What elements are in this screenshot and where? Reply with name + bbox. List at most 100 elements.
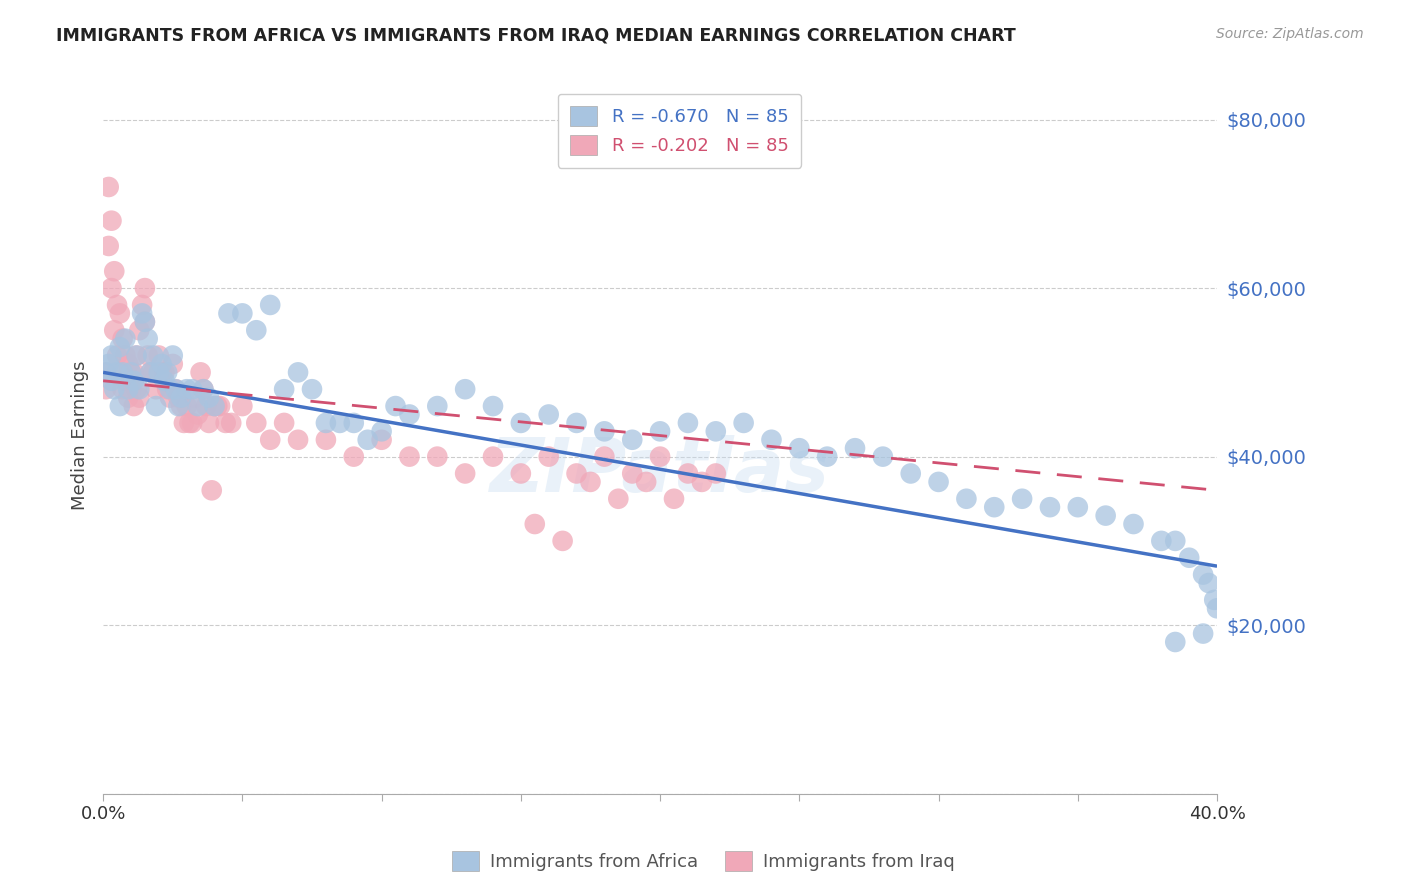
Point bbox=[181, 416, 204, 430]
Point bbox=[426, 450, 449, 464]
Point bbox=[636, 475, 658, 489]
Point bbox=[122, 365, 145, 379]
Point bbox=[454, 382, 477, 396]
Point bbox=[509, 416, 531, 430]
Point bbox=[173, 416, 195, 430]
Point bbox=[900, 467, 922, 481]
Point bbox=[170, 399, 193, 413]
Point bbox=[108, 365, 131, 379]
Point bbox=[181, 382, 204, 396]
Text: IMMIGRANTS FROM AFRICA VS IMMIGRANTS FROM IRAQ MEDIAN EARNINGS CORRELATION CHART: IMMIGRANTS FROM AFRICA VS IMMIGRANTS FRO… bbox=[56, 27, 1017, 45]
Point bbox=[482, 399, 505, 413]
Point bbox=[523, 516, 546, 531]
Point bbox=[148, 349, 170, 363]
Point bbox=[621, 433, 644, 447]
Point bbox=[176, 399, 198, 413]
Point bbox=[94, 382, 117, 396]
Point bbox=[156, 382, 179, 396]
Point bbox=[209, 399, 232, 413]
Point bbox=[187, 399, 209, 413]
Point bbox=[955, 491, 977, 506]
Point bbox=[1039, 500, 1062, 515]
Point bbox=[621, 467, 644, 481]
Point bbox=[509, 467, 531, 481]
Point bbox=[136, 349, 159, 363]
Point bbox=[193, 382, 215, 396]
Point bbox=[105, 365, 128, 379]
Point bbox=[128, 382, 150, 396]
Point bbox=[648, 450, 671, 464]
Point bbox=[1094, 508, 1116, 523]
Point bbox=[370, 433, 392, 447]
Point bbox=[789, 441, 811, 455]
Point bbox=[156, 365, 179, 379]
Y-axis label: Median Earnings: Median Earnings bbox=[72, 360, 89, 510]
Point bbox=[301, 382, 323, 396]
Point bbox=[136, 332, 159, 346]
Point bbox=[219, 416, 242, 430]
Point bbox=[100, 213, 122, 227]
Point bbox=[593, 425, 616, 439]
Point bbox=[105, 298, 128, 312]
Point bbox=[204, 399, 226, 413]
Point bbox=[120, 382, 142, 396]
Point bbox=[134, 281, 156, 295]
Point bbox=[761, 433, 783, 447]
Point bbox=[125, 349, 148, 363]
Point bbox=[1198, 576, 1220, 591]
Point bbox=[690, 475, 713, 489]
Point bbox=[97, 180, 120, 194]
Point bbox=[1067, 500, 1090, 515]
Point bbox=[259, 298, 281, 312]
Point bbox=[145, 399, 167, 413]
Point bbox=[565, 416, 588, 430]
Point bbox=[117, 357, 139, 371]
Point bbox=[287, 365, 309, 379]
Point bbox=[105, 349, 128, 363]
Point bbox=[145, 382, 167, 396]
Legend: Immigrants from Africa, Immigrants from Iraq: Immigrants from Africa, Immigrants from … bbox=[444, 844, 962, 879]
Point bbox=[214, 416, 236, 430]
Point bbox=[1204, 592, 1226, 607]
Point bbox=[273, 382, 295, 396]
Point bbox=[97, 239, 120, 253]
Point bbox=[103, 264, 125, 278]
Point bbox=[1206, 601, 1229, 615]
Point bbox=[1011, 491, 1033, 506]
Point bbox=[117, 391, 139, 405]
Point bbox=[245, 323, 267, 337]
Point bbox=[131, 306, 153, 320]
Point bbox=[162, 349, 184, 363]
Point bbox=[100, 374, 122, 388]
Point bbox=[176, 382, 198, 396]
Point bbox=[315, 416, 337, 430]
Point bbox=[1178, 550, 1201, 565]
Point bbox=[287, 433, 309, 447]
Point bbox=[207, 399, 229, 413]
Point bbox=[108, 399, 131, 413]
Point bbox=[120, 365, 142, 379]
Point bbox=[142, 349, 165, 363]
Point bbox=[551, 533, 574, 548]
Point bbox=[343, 416, 366, 430]
Point bbox=[662, 491, 685, 506]
Point bbox=[125, 382, 148, 396]
Point bbox=[872, 450, 894, 464]
Point bbox=[315, 433, 337, 447]
Point bbox=[607, 491, 630, 506]
Point bbox=[329, 416, 352, 430]
Point bbox=[370, 425, 392, 439]
Point bbox=[537, 450, 560, 464]
Point bbox=[1192, 626, 1215, 640]
Point bbox=[815, 450, 838, 464]
Point bbox=[125, 349, 148, 363]
Point bbox=[184, 391, 207, 405]
Point bbox=[179, 416, 201, 430]
Point bbox=[676, 467, 699, 481]
Text: Source: ZipAtlas.com: Source: ZipAtlas.com bbox=[1216, 27, 1364, 41]
Point bbox=[114, 374, 136, 388]
Point bbox=[1150, 533, 1173, 548]
Point bbox=[162, 357, 184, 371]
Point bbox=[231, 399, 253, 413]
Point bbox=[111, 365, 134, 379]
